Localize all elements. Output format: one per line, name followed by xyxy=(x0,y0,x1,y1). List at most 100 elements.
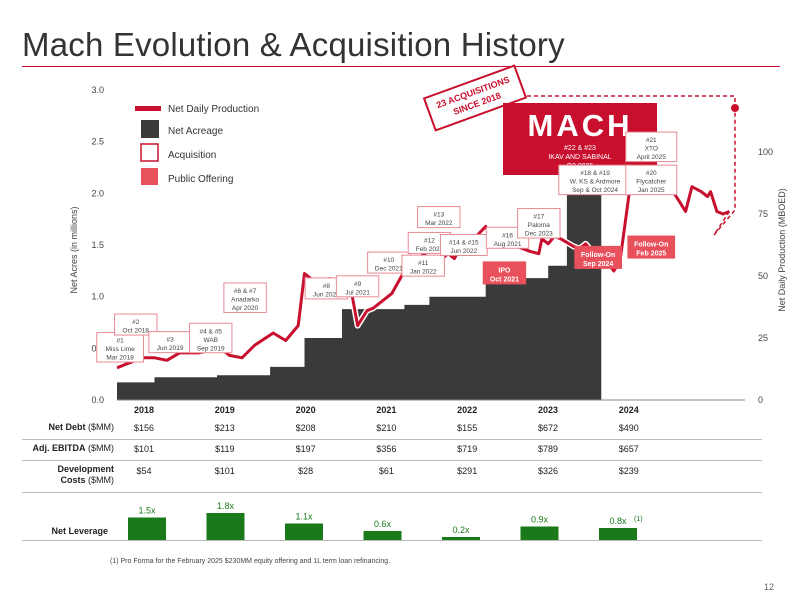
annotation-text: #2 xyxy=(132,319,140,326)
row-label-net-debt: Net Debt ($MM) xyxy=(48,422,114,432)
callout-dashed-line xyxy=(520,95,736,104)
annotation-text: XTO xyxy=(645,146,658,153)
leverage-bar xyxy=(285,523,323,540)
x-axis-tick-label: 2020 xyxy=(296,405,316,415)
annotation-text: Jan 2022 xyxy=(410,269,437,276)
annotation-text: #1 xyxy=(117,338,125,345)
annotation-text: Feb 2025 xyxy=(636,251,666,258)
annotation-text: Jun 2019 xyxy=(157,345,184,352)
annotation-text: Apr 2020 xyxy=(232,305,259,312)
y2-axis-tick-label: 75 xyxy=(758,209,768,219)
legend-offering-label: Public Offering xyxy=(168,174,233,185)
pro-forma-endpoint xyxy=(731,104,739,112)
page-number: 12 xyxy=(764,582,775,592)
annotation-text: #3 xyxy=(166,337,174,344)
table-row-development-costs: Development Costs ($MM) xyxy=(22,460,762,493)
annotation-text: #18 & #19 xyxy=(580,170,610,177)
annotation-text: Miss Lime xyxy=(105,346,135,353)
leverage-value-label: 0.9x xyxy=(531,515,549,525)
annotation-text: #9 xyxy=(354,281,362,288)
annotation-text: Mar 2022 xyxy=(425,220,453,227)
y-axis-tick-label: 3.0 xyxy=(91,85,104,95)
annotation-box xyxy=(417,206,461,229)
mach-logo-line-2: IKAV AND SABINAL xyxy=(548,154,611,161)
leverage-baseline xyxy=(22,540,762,541)
annotation-text: Mar 2018 xyxy=(106,355,134,362)
pro-forma-dashed-line xyxy=(713,110,736,236)
annotation-box xyxy=(627,235,676,259)
x-axis-tick-label: 2019 xyxy=(215,405,235,415)
annotation-text: Sep & Oct 2024 xyxy=(572,187,618,194)
row-label-adj-ebitda: Adj. EBITDA ($MM) xyxy=(32,443,114,453)
table-cell: $197 xyxy=(295,444,316,454)
annotation-text: Sep 2019 xyxy=(197,345,225,352)
offering-annotation: IPO Oct 2021 xyxy=(482,261,527,285)
y-axis-tick-label: 1.5 xyxy=(91,240,104,250)
y-axis-tick-label: 2.0 xyxy=(91,188,104,198)
annotation-text: April 2025 xyxy=(637,154,667,161)
leverage-bar xyxy=(442,537,480,540)
table-cell: $356 xyxy=(376,444,397,454)
annotation-text: W. KS & Ardmore xyxy=(570,179,621,186)
y-axis-tick-label: 2.5 xyxy=(91,137,104,147)
title-divider xyxy=(22,66,780,67)
table-cell: $213 xyxy=(214,423,235,433)
annotation-text: #13 xyxy=(433,212,444,219)
leverage-value-label: 0.2x xyxy=(452,525,470,535)
table-cell: $119 xyxy=(215,444,235,454)
mach-logo-line-1: #22 & #23 xyxy=(564,145,596,152)
table-cell: $672 xyxy=(537,423,559,433)
callout-box xyxy=(422,64,528,132)
annotation-box xyxy=(625,131,678,163)
annotation-text: Feb 2022 xyxy=(416,246,444,253)
x-axis-tick-label: 2018 xyxy=(134,405,154,415)
annotation-text: Aug 2021 xyxy=(494,241,522,248)
leverage-footnote-marker: (1) xyxy=(634,516,643,523)
annotation-text: #4 & #5 xyxy=(200,328,223,335)
annotation-text: Follow-On xyxy=(634,242,668,249)
legend-acquisition-swatch xyxy=(140,143,159,162)
annotation-text: #21 xyxy=(646,137,657,144)
offering-annotation: Follow-On Sep 2024 xyxy=(574,245,623,269)
annotation-text: Oct 2021 xyxy=(490,276,519,283)
annotation-text: #8 xyxy=(323,283,331,290)
legend-offering-swatch xyxy=(141,168,158,185)
y-axis-title: Net Acres (in millions) xyxy=(69,206,79,293)
leverage-bar xyxy=(599,528,637,540)
annotation-text: #10 xyxy=(383,257,394,264)
table-cell: $239 xyxy=(618,466,639,476)
table-row-net-debt: Net Debt ($MM) xyxy=(22,418,762,440)
annotation-text: Flycatcher xyxy=(636,179,667,186)
table-cell: $657 xyxy=(618,444,639,454)
table-cell: $789 xyxy=(537,444,559,454)
annotation-text: #17 xyxy=(533,214,544,221)
legend-acquisition-label: Acquisition xyxy=(168,150,216,161)
y-axis-tick-label: 0.0 xyxy=(91,395,104,405)
annotation-text: Follow-On xyxy=(581,252,615,259)
leverage-value-label: 1.5x xyxy=(138,506,156,516)
annotation-box xyxy=(482,261,527,285)
table-row-adj-ebitda: Adj. EBITDA ($MM) xyxy=(22,439,762,461)
annotation-text: #20 xyxy=(646,170,657,177)
table-cell: $208 xyxy=(295,423,316,433)
leverage-value-label: 1.8x xyxy=(217,501,235,511)
table-cell: $101 xyxy=(214,466,235,476)
annotation-text: Dec 2021 xyxy=(375,266,403,273)
x-axis-tick-label: 2023 xyxy=(538,405,558,415)
y2-axis-tick-label: 0 xyxy=(758,395,763,405)
offering-annotation: Follow-On Feb 2025 xyxy=(627,235,676,259)
annotation-text: Oct 2018 xyxy=(123,328,150,335)
annotation-box xyxy=(189,322,233,354)
annotation-text: Anadarko xyxy=(231,296,259,303)
legend-production-swatch xyxy=(135,106,161,111)
annotation-text: Jun 2022 xyxy=(450,248,477,255)
annotation-box xyxy=(114,313,158,336)
